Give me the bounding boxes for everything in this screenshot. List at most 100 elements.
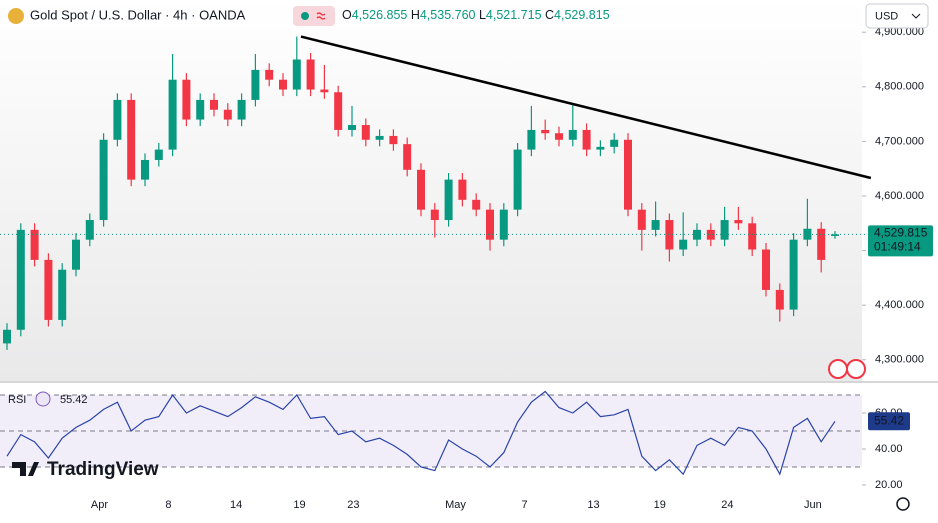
candle-body xyxy=(679,239,688,250)
candle-body xyxy=(16,229,25,330)
candle-body xyxy=(306,59,315,90)
candle-body xyxy=(762,249,770,290)
status-icon xyxy=(316,12,326,20)
y-tick-label: 4,900.000 xyxy=(875,26,924,38)
y-tick-label: 4,400.000 xyxy=(875,299,924,311)
candle-body xyxy=(141,159,149,180)
candle-body xyxy=(568,129,577,140)
chart-title[interactable]: Gold Spot / U.S. Dollar · 4h · OANDA xyxy=(30,7,246,22)
rsi-name: RSI xyxy=(8,394,26,406)
candle-body xyxy=(637,209,646,230)
candle-body xyxy=(720,220,729,240)
rsi-band xyxy=(0,395,862,467)
candle-body xyxy=(527,129,536,150)
event-flag[interactable] xyxy=(828,359,848,379)
ohlc-key: O xyxy=(342,8,352,22)
y-tick-label: 4,700.000 xyxy=(875,135,924,147)
price-pane xyxy=(0,0,862,381)
candle-body xyxy=(320,89,329,93)
price-tag-countdown: 01:49:14 xyxy=(874,239,921,253)
currency-label: USD xyxy=(875,10,898,22)
candle-body xyxy=(486,209,494,240)
currency-button[interactable] xyxy=(865,3,929,29)
candle-body xyxy=(348,125,356,130)
candle-body xyxy=(430,209,439,221)
candle-body xyxy=(775,289,784,310)
candle-body xyxy=(403,144,412,170)
candle-body xyxy=(499,209,508,240)
candle-body xyxy=(417,169,425,210)
ohlc-value: 4,521.715 xyxy=(486,8,542,22)
toggle-buttons[interactable] xyxy=(293,6,335,26)
candle-body xyxy=(665,220,674,250)
candle-body xyxy=(196,99,205,120)
candle-body xyxy=(44,259,53,320)
x-tick-label: 19 xyxy=(293,499,305,511)
x-tick-label: 14 xyxy=(230,499,242,511)
candle-body xyxy=(3,329,11,344)
candle-body xyxy=(210,99,218,110)
x-tick-label: 7 xyxy=(521,499,527,511)
candle-body xyxy=(706,229,715,240)
y-tick-label: 4,800.000 xyxy=(875,81,924,93)
event-flag[interactable] xyxy=(846,359,866,379)
candle-body xyxy=(803,228,812,240)
y-tick-label: 20.00 xyxy=(875,479,903,491)
rsi-tag xyxy=(868,412,910,431)
candle-body xyxy=(182,79,191,120)
rsi-tag-value: 55.42 xyxy=(874,413,904,427)
rsi-value: 55.42 xyxy=(60,394,88,406)
x-tick-label: 23 xyxy=(347,499,359,511)
candle-body xyxy=(265,69,274,80)
candle-body xyxy=(292,59,301,90)
candle-body xyxy=(113,99,122,140)
ohlc-value: 4,529.815 xyxy=(554,8,610,22)
x-tick-label: Jun xyxy=(804,499,822,511)
ohlc-value: 4,535.760 xyxy=(420,8,476,22)
candle-body xyxy=(99,139,108,221)
ohlc-key: C xyxy=(545,8,554,22)
candle-body xyxy=(168,79,177,150)
candle-body xyxy=(817,228,826,260)
candle-body xyxy=(30,229,39,260)
status-dot xyxy=(301,12,309,20)
y-tick-label: 4,300.000 xyxy=(875,354,924,366)
x-tick-label: 13 xyxy=(587,499,599,511)
rsi-line xyxy=(6,390,836,476)
settings-icon[interactable] xyxy=(896,497,910,511)
symbol-icon xyxy=(8,8,24,24)
ohlc-value: 4,526.855 xyxy=(352,8,408,22)
candle-body xyxy=(154,149,163,160)
x-tick-label: 24 xyxy=(721,499,733,511)
x-tick-label: 8 xyxy=(165,499,171,511)
plot: 4,300.0004,400.0004,500.0004,600.0004,70… xyxy=(0,26,933,511)
price-tag-value: 4,529.815 xyxy=(874,225,928,239)
candle-body xyxy=(72,239,80,270)
y-tick-label: 40.00 xyxy=(875,443,903,455)
x-tick-label: Apr xyxy=(91,499,108,511)
x-tick-label: 19 xyxy=(654,499,666,511)
candle-body xyxy=(610,139,619,147)
candle-body xyxy=(444,179,453,221)
candle-body xyxy=(334,92,343,130)
candle-body xyxy=(831,234,839,236)
candle-body xyxy=(279,79,287,90)
candle-body xyxy=(582,129,591,150)
candle-body xyxy=(748,223,757,250)
candle-body xyxy=(251,69,260,100)
candle-body xyxy=(472,199,481,210)
rsi-icon[interactable] xyxy=(35,391,51,407)
logo-text[interactable]: TradingView xyxy=(47,459,159,480)
candle-body xyxy=(361,125,370,140)
candle-body xyxy=(237,99,246,120)
candle-body xyxy=(127,99,136,180)
candle-body xyxy=(458,179,467,200)
rsi-pane xyxy=(0,383,862,490)
candle-body xyxy=(789,239,798,310)
candle-body xyxy=(651,220,660,230)
y-tick-label: 4,600.000 xyxy=(875,190,924,202)
candle-body xyxy=(375,135,384,140)
candle-body xyxy=(555,133,563,140)
price-tag xyxy=(868,225,933,257)
